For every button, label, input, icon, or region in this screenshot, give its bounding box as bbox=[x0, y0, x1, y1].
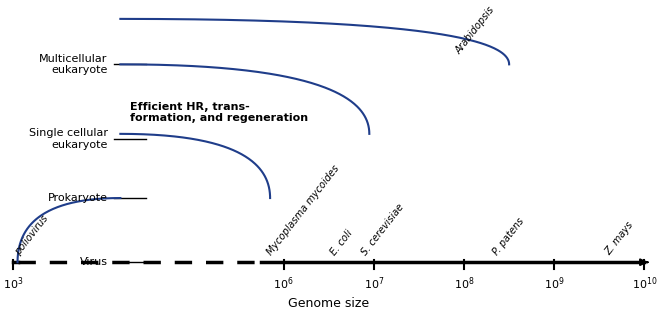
Text: Virus: Virus bbox=[80, 257, 108, 267]
Text: Arabidopsis: Arabidopsis bbox=[453, 5, 496, 56]
Text: Genome size: Genome size bbox=[288, 297, 370, 310]
Text: E. coli: E. coli bbox=[329, 228, 354, 257]
Text: 10$^7$: 10$^7$ bbox=[364, 275, 384, 292]
Text: Efficient HR, trans-
formation, and regeneration: Efficient HR, trans- formation, and rege… bbox=[130, 102, 308, 123]
Text: 10$^{10}$: 10$^{10}$ bbox=[632, 275, 657, 292]
Text: Multicellular
eukaryote: Multicellular eukaryote bbox=[40, 54, 108, 75]
Text: P. patens: P. patens bbox=[491, 216, 526, 257]
Text: poliovirus: poliovirus bbox=[13, 213, 50, 257]
Text: Single cellular
eukaryote: Single cellular eukaryote bbox=[29, 128, 108, 150]
Text: 10$^9$: 10$^9$ bbox=[544, 275, 564, 292]
Text: S. cerevisiae: S. cerevisiae bbox=[360, 202, 407, 257]
Text: 10$^6$: 10$^6$ bbox=[273, 275, 294, 292]
Text: 10$^8$: 10$^8$ bbox=[453, 275, 475, 292]
Text: Prokaryote: Prokaryote bbox=[48, 193, 108, 203]
Text: Mycoplasma mycoides: Mycoplasma mycoides bbox=[265, 163, 342, 257]
Text: 10$^3$: 10$^3$ bbox=[3, 275, 23, 292]
Text: Z. mays: Z. mays bbox=[604, 220, 636, 257]
